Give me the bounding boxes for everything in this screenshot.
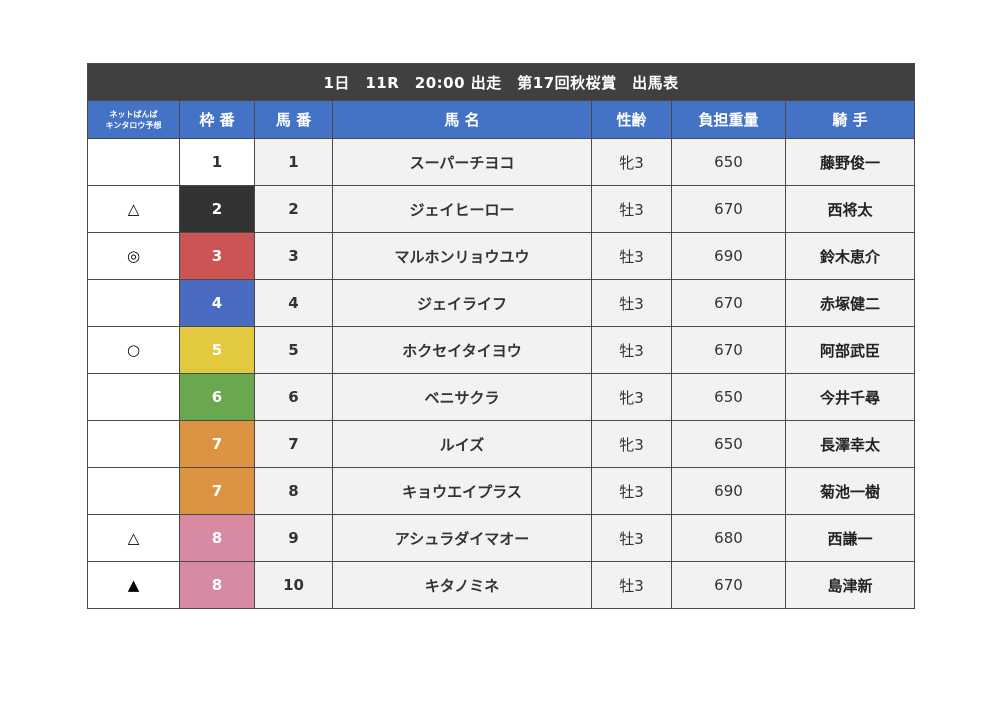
table-row: 7 7 ルイズ 牝3 650 長澤幸太 [87,420,916,468]
table-row: 1 1 スーパーチヨコ 牝3 650 藤野俊一 [87,138,916,186]
horse-name: ホクセイタイヨウ [332,326,592,374]
sex-age: 牡3 [591,232,672,280]
horse-number: 1 [254,138,333,186]
sex-age: 牡3 [591,279,672,327]
frame-header: 枠 番 [179,100,255,139]
sex-age: 牡3 [591,326,672,374]
horse-number: 7 [254,420,333,468]
frame-number: 7 [179,420,255,468]
frame-number: 7 [179,467,255,515]
jockey-name: 島津新 [784,561,916,609]
horse-number: 2 [254,185,333,233]
prediction-mark [87,420,180,468]
jockey-name: 長澤幸太 [784,420,916,468]
prediction-mark: ▲ [87,561,180,609]
weight: 670 [671,326,786,374]
sex-age-header: 性齢 [591,100,672,139]
table-row: ▲ 8 10 キタノミネ 牡3 670 島津新 [87,561,916,609]
weight: 650 [671,373,786,421]
horse-number-header: 馬 番 [254,100,333,139]
jockey-header: 騎 手 [784,100,916,139]
jockey-name: 赤塚健二 [784,279,916,327]
weight: 670 [671,561,786,609]
prediction-mark: △ [87,514,180,562]
frame-number: 6 [179,373,255,421]
frame-number: 4 [179,279,255,327]
horse-number: 5 [254,326,333,374]
horse-name: ルイズ [332,420,592,468]
sex-age: 牝3 [591,138,672,186]
table-row: ○ 5 5 ホクセイタイヨウ 牡3 670 阿部武臣 [87,326,916,374]
jockey-name: 今井千尋 [784,373,916,421]
weight: 670 [671,279,786,327]
weight-header: 負担重量 [671,100,786,139]
sex-age: 牝3 [591,373,672,421]
weight: 690 [671,232,786,280]
horse-name: キョウエイプラス [332,467,592,515]
horse-name-header: 馬 名 [332,100,592,139]
horse-number: 6 [254,373,333,421]
horse-number: 9 [254,514,333,562]
horse-name: マルホンリョウユウ [332,232,592,280]
table-row: 7 8 キョウエイプラス 牡3 690 菊池一樹 [87,467,916,515]
sex-age: 牡3 [591,185,672,233]
sex-age: 牡3 [591,561,672,609]
horse-name: アシュラダイマオー [332,514,592,562]
sex-age: 牡3 [591,467,672,515]
frame-number: 8 [179,561,255,609]
jockey-name: 阿部武臣 [784,326,916,374]
weight: 650 [671,420,786,468]
prediction-mark [87,373,180,421]
header-row: ネットばんば キンタロウ予想 枠 番 馬 番 馬 名 性齢 負担重量 騎 手 [87,100,916,139]
horse-number: 10 [254,561,333,609]
horse-name: ジェイヒーロー [332,185,592,233]
prediction-mark [87,279,180,327]
jockey-name: 藤野俊一 [784,138,916,186]
frame-number: 2 [179,185,255,233]
prediction-header: ネットばんば キンタロウ予想 [87,100,180,139]
table-row: 4 4 ジェイライフ 牡3 670 赤塚健二 [87,279,916,327]
frame-number: 1 [179,138,255,186]
frame-number: 8 [179,514,255,562]
weight: 650 [671,138,786,186]
horse-name: ジェイライフ [332,279,592,327]
horse-name: キタノミネ [332,561,592,609]
prediction-header-line2: キンタロウ予想 [105,120,162,130]
jockey-name: 鈴木恵介 [784,232,916,280]
jockey-name: 西謙一 [784,514,916,562]
race-title: 1日 11R 20:00 出走 第17回秋桜賞 出馬表 [86,63,916,101]
horse-name: スーパーチヨコ [332,138,592,186]
prediction-mark [87,467,180,515]
prediction-mark: ○ [87,326,180,374]
horse-name: ベニサクラ [332,373,592,421]
jockey-name: 菊池一樹 [784,467,916,515]
frame-number: 5 [179,326,255,374]
title-row: 1日 11R 20:00 出走 第17回秋桜賞 出馬表 [86,63,916,101]
prediction-mark: △ [87,185,180,233]
prediction-header-line1: ネットばんば [109,109,158,119]
prediction-mark [87,138,180,186]
horse-number: 4 [254,279,333,327]
horse-number: 8 [254,467,333,515]
weight: 670 [671,185,786,233]
prediction-mark: ◎ [87,232,180,280]
race-entry-table: 1日 11R 20:00 出走 第17回秋桜賞 出馬表 ネットばんば キンタロウ… [86,63,916,609]
horse-number: 3 [254,232,333,280]
table-row: △ 2 2 ジェイヒーロー 牡3 670 西将太 [87,185,916,233]
weight: 680 [671,514,786,562]
jockey-name: 西将太 [784,185,916,233]
table-row: △ 8 9 アシュラダイマオー 牡3 680 西謙一 [87,514,916,562]
sex-age: 牝3 [591,420,672,468]
frame-number: 3 [179,232,255,280]
table-row: 6 6 ベニサクラ 牝3 650 今井千尋 [87,373,916,421]
weight: 690 [671,467,786,515]
sex-age: 牡3 [591,514,672,562]
table-row: ◎ 3 3 マルホンリョウユウ 牡3 690 鈴木恵介 [87,232,916,280]
